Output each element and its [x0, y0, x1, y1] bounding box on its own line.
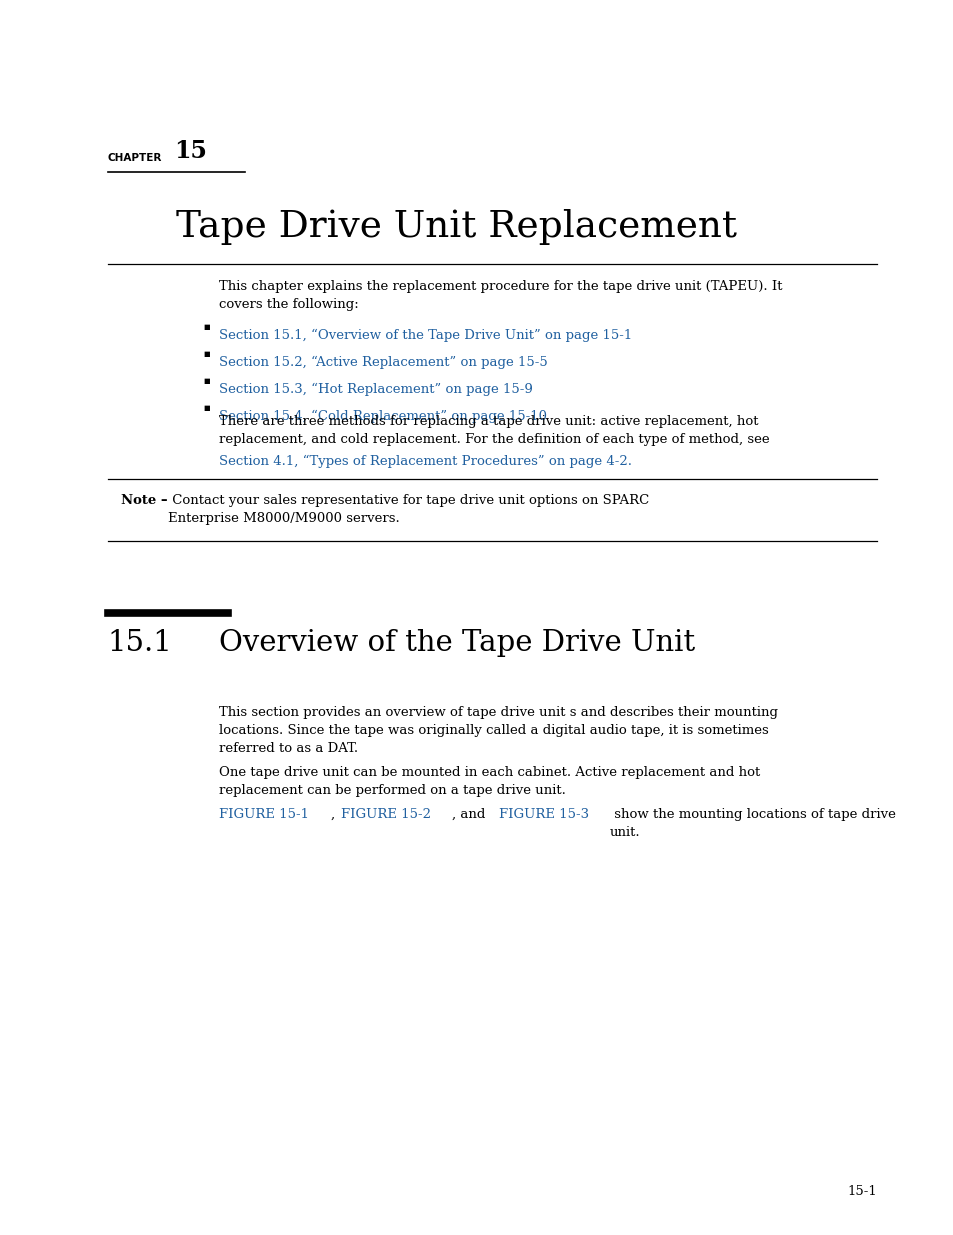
Text: 15.1: 15.1	[108, 629, 172, 657]
Text: Overview of the Tape Drive Unit: Overview of the Tape Drive Unit	[219, 629, 695, 657]
Text: Section 15.2, “Active Replacement” on page 15-5: Section 15.2, “Active Replacement” on pa…	[219, 356, 548, 369]
Text: show the mounting locations of tape drive
unit.: show the mounting locations of tape driv…	[610, 808, 895, 839]
Text: FIGURE 15-1: FIGURE 15-1	[219, 808, 309, 821]
Text: There are three methods for replacing a tape drive unit: active replacement, hot: There are three methods for replacing a …	[219, 415, 769, 446]
Text: , and: , and	[452, 808, 489, 821]
Text: 15-1: 15-1	[846, 1184, 877, 1198]
Text: Tape Drive Unit Replacement: Tape Drive Unit Replacement	[176, 209, 737, 245]
Text: This section provides an overview of tape drive unit s and describes their mount: This section provides an overview of tap…	[219, 706, 778, 756]
Text: 15: 15	[174, 140, 207, 163]
Text: ■: ■	[203, 351, 210, 357]
Text: Section 15.3, “Hot Replacement” on page 15-9: Section 15.3, “Hot Replacement” on page …	[219, 383, 533, 396]
Text: Contact your sales representative for tape drive unit options on SPARC
Enterpris: Contact your sales representative for ta…	[168, 494, 649, 525]
Text: CHAPTER: CHAPTER	[108, 153, 162, 163]
Text: Note –: Note –	[120, 494, 167, 508]
Text: Section 4.1, “Types of Replacement Procedures” on page 4-2.: Section 4.1, “Types of Replacement Proce…	[219, 454, 632, 468]
Text: ■: ■	[203, 324, 210, 330]
Text: ,: ,	[331, 808, 338, 821]
Text: FIGURE 15-2: FIGURE 15-2	[340, 808, 431, 821]
Text: ■: ■	[203, 378, 210, 384]
Text: FIGURE 15-3: FIGURE 15-3	[498, 808, 588, 821]
Text: ■: ■	[203, 405, 210, 411]
Text: Section 15.1, “Overview of the Tape Drive Unit” on page 15-1: Section 15.1, “Overview of the Tape Driv…	[219, 329, 632, 342]
Text: Section 15.4, “Cold Replacement” on page 15-10: Section 15.4, “Cold Replacement” on page…	[219, 410, 547, 424]
Text: One tape drive unit can be mounted in each cabinet. Active replacement and hot
r: One tape drive unit can be mounted in ea…	[219, 766, 760, 797]
Text: This chapter explains the replacement procedure for the tape drive unit (TAPEU).: This chapter explains the replacement pr…	[219, 280, 782, 311]
